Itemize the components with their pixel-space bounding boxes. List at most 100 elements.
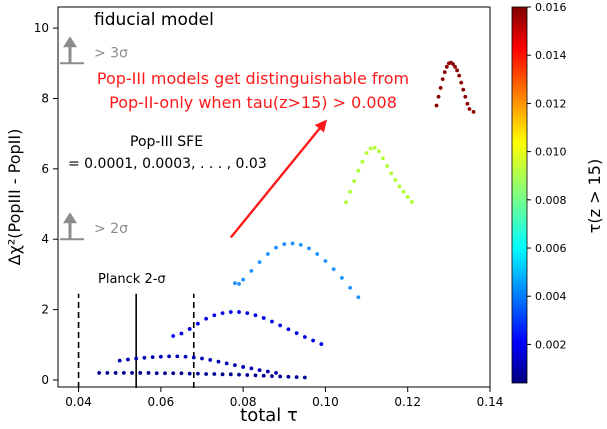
y-tick-label: 10: [34, 21, 49, 35]
data-point: [224, 361, 229, 366]
data-point: [298, 242, 303, 247]
data-point: [282, 242, 287, 247]
colorbar-tick-label: 0.006: [535, 242, 567, 255]
data-point: [442, 70, 447, 74]
data-point: [302, 335, 307, 339]
data-point: [440, 77, 445, 82]
colorbar-tick-label: 0.016: [535, 1, 567, 14]
colorbar-tick-label: 0.010: [535, 146, 567, 159]
x-tick-label: 0.08: [230, 395, 257, 409]
data-point: [187, 327, 192, 331]
data-point: [257, 260, 262, 264]
data-point: [453, 64, 457, 69]
x-tick-label: 0.04: [65, 395, 92, 409]
data-point: [339, 276, 344, 280]
colorbar-tick-label: 0.002: [535, 338, 567, 351]
data-point: [461, 87, 466, 92]
data-point: [220, 311, 225, 316]
data-point: [319, 342, 324, 346]
data-point: [171, 334, 176, 338]
colorbar-tick-label: 0.014: [535, 49, 567, 62]
data-point: [323, 259, 328, 263]
data-point: [265, 369, 270, 374]
data-point: [249, 366, 254, 371]
x-axis-label: total τ: [240, 405, 298, 426]
data-point: [377, 149, 381, 154]
arrow-up-icon: [63, 36, 77, 48]
data-point: [241, 277, 246, 282]
data-point: [126, 357, 130, 362]
data-point: [274, 245, 278, 250]
data-point: [117, 358, 122, 363]
data-point: [105, 371, 110, 375]
data-point: [463, 94, 468, 99]
data-point: [302, 375, 307, 380]
data-point: [261, 373, 266, 378]
y-tick-label: 8: [41, 91, 49, 105]
data-point: [233, 363, 237, 368]
data-point: [471, 109, 476, 114]
data-point: [245, 373, 250, 377]
data-point: [191, 355, 196, 360]
data-point: [237, 282, 241, 286]
data-point: [389, 171, 394, 176]
data-point: [270, 374, 274, 378]
data-point: [356, 295, 361, 300]
x-tick-label: 0.12: [394, 395, 421, 409]
data-point: [467, 107, 472, 111]
data-point: [459, 80, 464, 85]
data-point: [204, 316, 209, 321]
data-point: [204, 372, 209, 376]
data-points: [97, 60, 476, 380]
data-point: [270, 319, 274, 324]
data-point: [113, 371, 118, 375]
data-point: [97, 371, 102, 375]
colorbar-tick-label: 0.012: [535, 97, 567, 110]
x-tick-label: 0.06: [147, 395, 174, 409]
data-point: [183, 354, 188, 359]
data-point: [434, 103, 439, 108]
data-point: [278, 374, 283, 379]
data-point: [307, 246, 311, 251]
arrow-up-icon: [63, 212, 77, 224]
sigma3-label: > 3σ: [94, 45, 128, 61]
sigma2-label: > 2σ: [94, 221, 128, 237]
data-point: [348, 285, 353, 290]
data-point: [401, 189, 406, 194]
data-point: [245, 311, 250, 316]
data-point: [220, 372, 225, 377]
data-point: [195, 321, 200, 326]
data-point: [237, 372, 241, 377]
data-point: [158, 354, 163, 359]
data-point: [253, 373, 258, 378]
data-point: [381, 156, 385, 161]
axis-ticks: 0.04 0.06 0.08 0.10 0.12 0.14 0 2 4 6 8 10: [34, 21, 504, 409]
plot-area: [57, 6, 491, 388]
data-point: [344, 200, 348, 205]
colorbar-tick-label: 0.004: [535, 290, 567, 303]
data-point: [360, 159, 365, 164]
y-tick-label: 2: [41, 303, 49, 317]
data-point: [171, 371, 176, 376]
data-point: [130, 371, 134, 375]
data-point: [274, 371, 278, 375]
message-line-2: Pop-II-only when tau(z>15) > 0.008: [109, 93, 397, 112]
data-point: [290, 241, 295, 246]
data-point: [163, 371, 167, 376]
data-point: [385, 164, 390, 168]
data-point: [257, 368, 262, 373]
data-point: [121, 371, 126, 375]
data-point: [212, 313, 217, 318]
data-point: [228, 310, 233, 314]
data-point: [249, 268, 254, 273]
message-line-1: Pop-III models get distinguishable from: [97, 69, 409, 88]
data-point: [315, 252, 320, 256]
data-point: [405, 195, 410, 199]
data-point: [368, 146, 373, 151]
data-point: [393, 178, 398, 183]
data-point: [311, 338, 315, 343]
colorbar: [511, 6, 528, 384]
annotations: [60, 36, 327, 388]
data-point: [348, 189, 353, 194]
